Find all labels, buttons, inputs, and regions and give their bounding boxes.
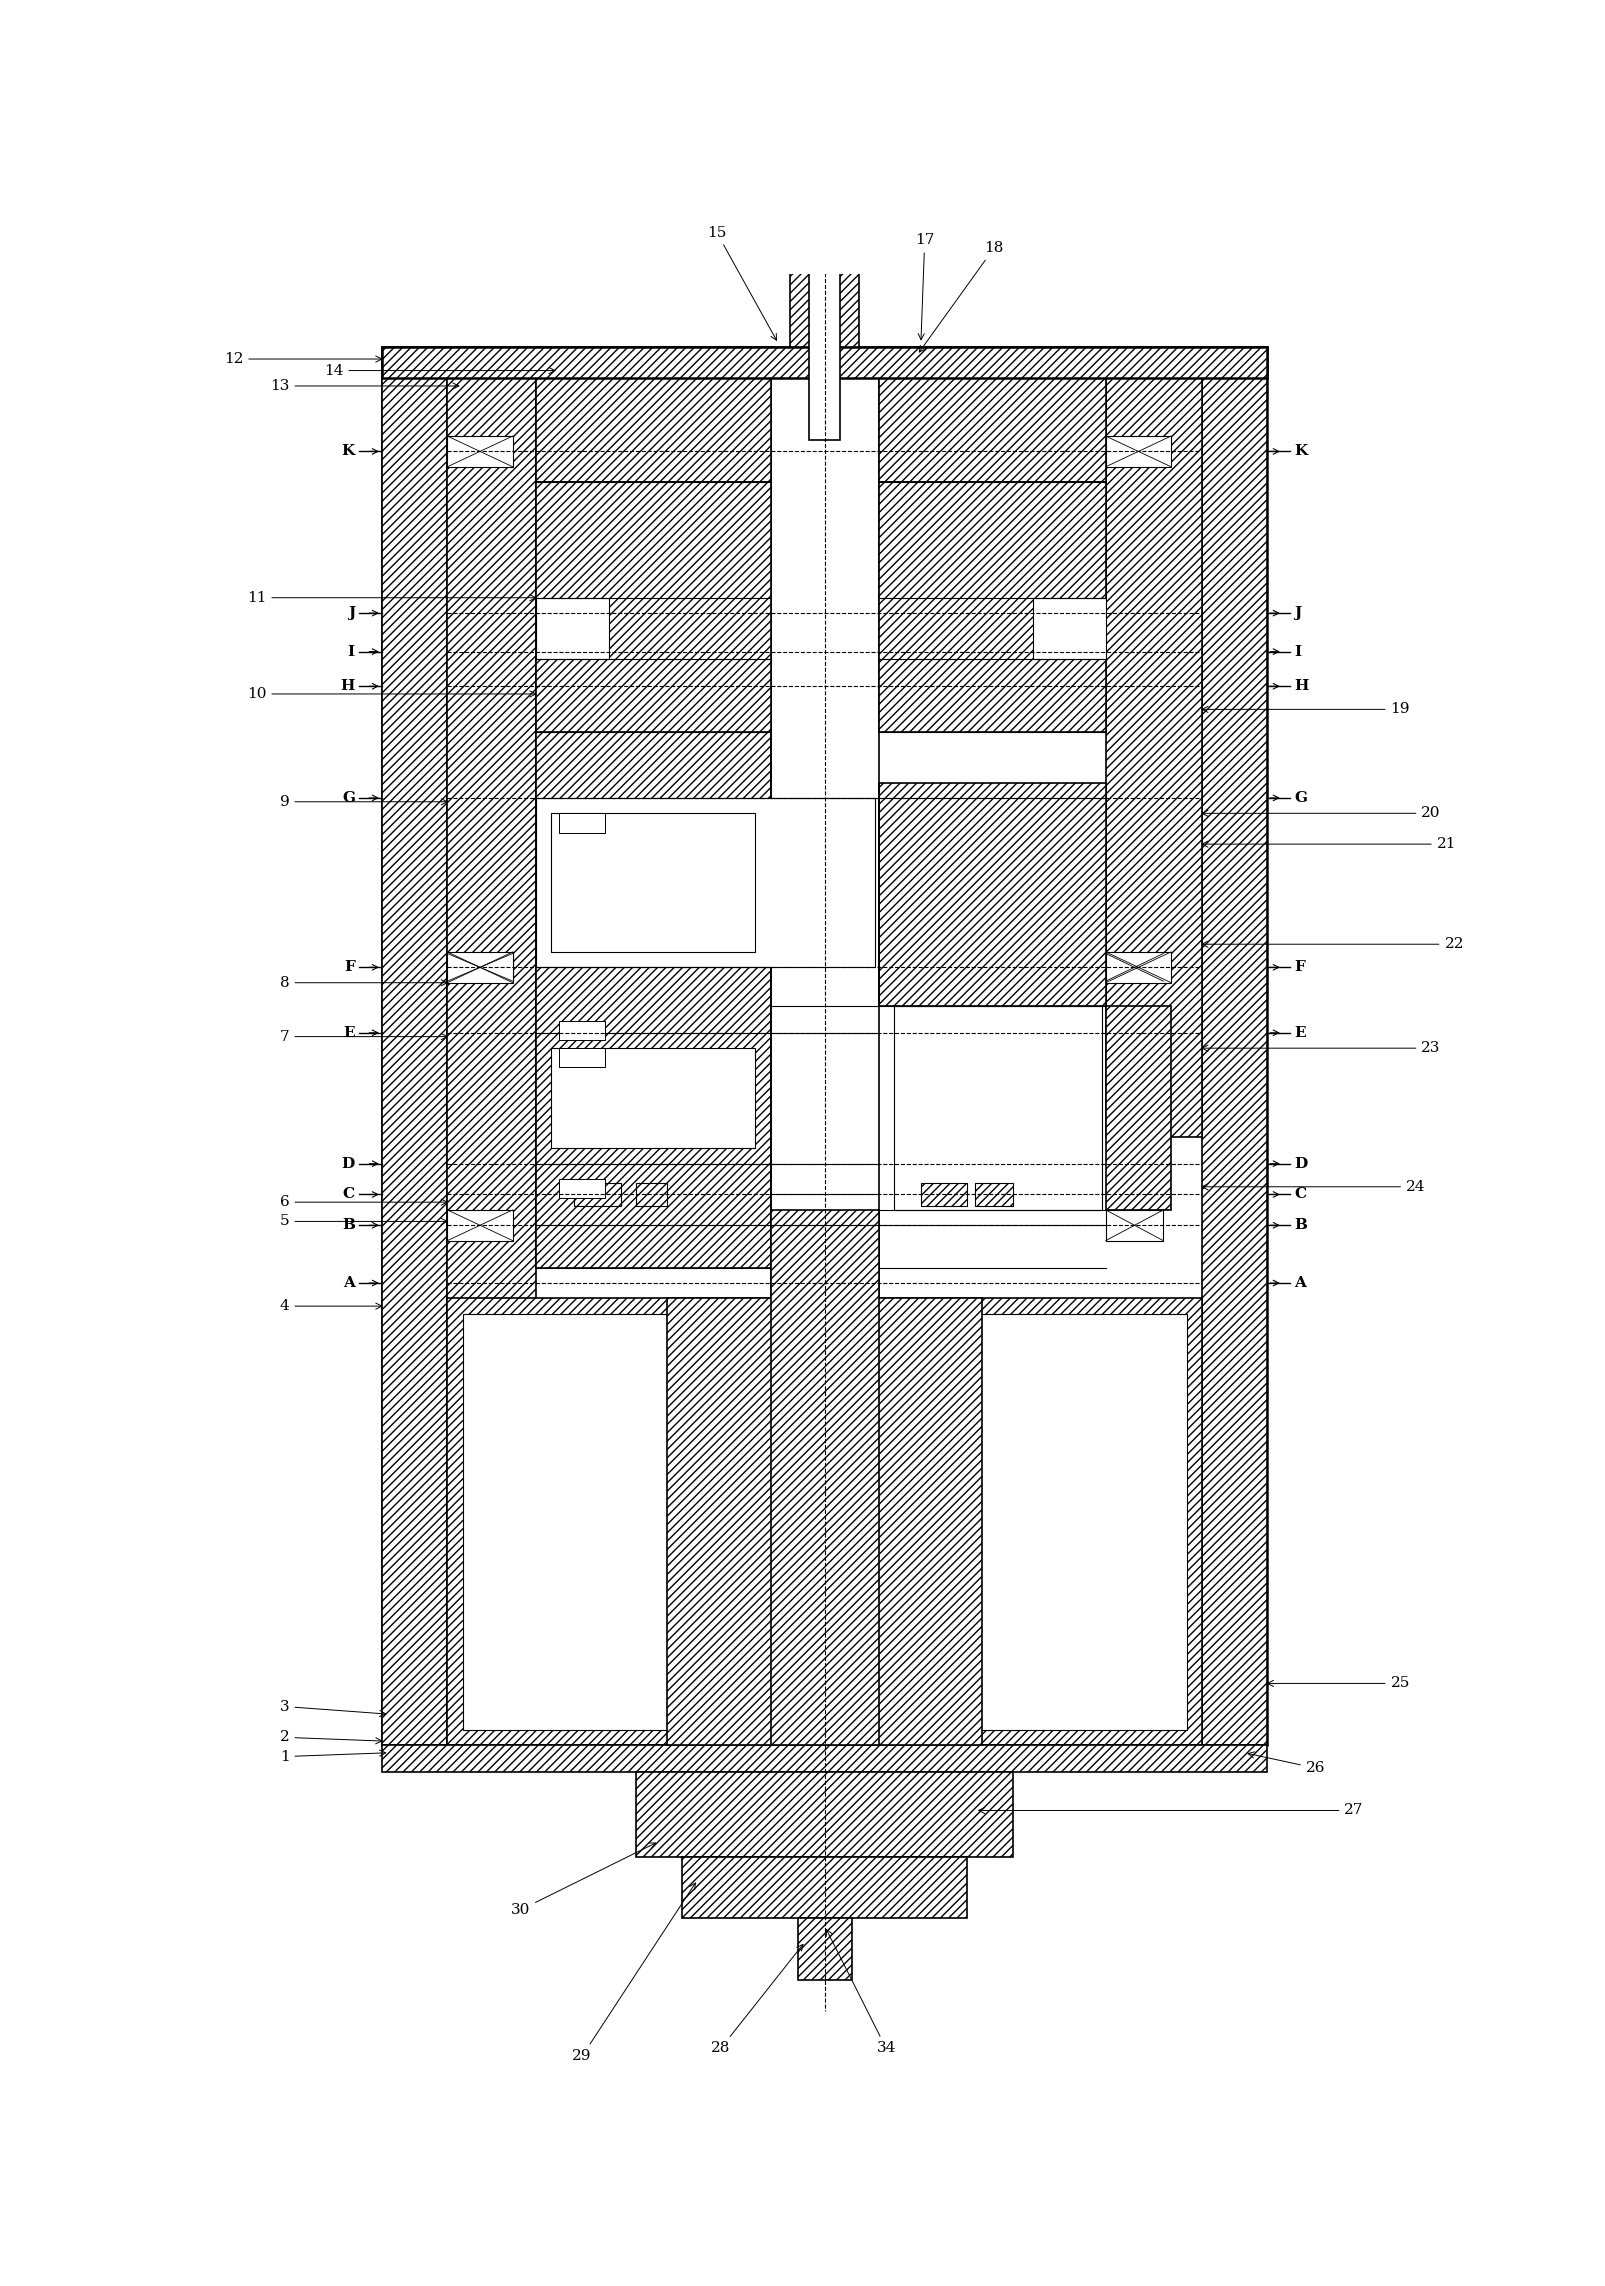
Text: I: I <box>1294 645 1300 658</box>
Bar <box>1104 951 1170 983</box>
Text: C: C <box>342 1186 355 1202</box>
Bar <box>809 224 839 256</box>
Bar <box>682 1856 966 1918</box>
Text: K: K <box>342 443 355 459</box>
Bar <box>878 347 1104 482</box>
Bar <box>1104 347 1201 1136</box>
Bar <box>790 256 859 347</box>
Bar <box>1104 953 1162 981</box>
Bar <box>559 1022 605 1040</box>
Text: K: K <box>1294 443 1306 459</box>
Bar <box>559 1180 605 1198</box>
Text: F: F <box>343 960 355 974</box>
Text: 25: 25 <box>1266 1676 1409 1689</box>
Bar <box>382 347 1266 377</box>
Bar <box>448 347 536 1744</box>
Text: 28: 28 <box>711 1945 802 2055</box>
Bar <box>536 732 770 1269</box>
Text: H: H <box>340 679 355 693</box>
Bar <box>894 1006 1101 1209</box>
Text: D: D <box>1294 1157 1306 1170</box>
Text: 19: 19 <box>1201 702 1409 716</box>
Bar <box>382 347 1266 1744</box>
Text: 2: 2 <box>279 1731 382 1744</box>
Bar <box>974 1182 1013 1207</box>
Text: 13: 13 <box>270 379 459 393</box>
Text: 18: 18 <box>918 240 1003 352</box>
Text: 34: 34 <box>827 1929 896 2055</box>
Text: J: J <box>1294 606 1300 620</box>
Text: H: H <box>1294 679 1308 693</box>
Text: 5: 5 <box>279 1214 448 1228</box>
Text: I: I <box>348 645 355 658</box>
Bar <box>448 437 512 466</box>
Text: C: C <box>1294 1186 1305 1202</box>
Text: 8: 8 <box>279 976 448 990</box>
Text: 23: 23 <box>1201 1040 1440 1056</box>
Text: F: F <box>1294 960 1305 974</box>
Bar <box>878 782 1104 1006</box>
Text: 29: 29 <box>571 1884 695 2064</box>
Bar <box>920 1182 966 1207</box>
Text: 14: 14 <box>324 363 555 377</box>
Text: B: B <box>1294 1218 1306 1232</box>
Bar <box>809 224 839 439</box>
Bar <box>448 951 512 983</box>
Bar <box>536 482 770 732</box>
Bar <box>536 597 608 658</box>
Bar <box>1104 437 1170 466</box>
Text: 4: 4 <box>279 1298 382 1312</box>
Bar <box>636 1182 666 1207</box>
Bar <box>878 482 1104 732</box>
Text: E: E <box>1294 1026 1305 1040</box>
Text: E: E <box>343 1026 355 1040</box>
Text: 12: 12 <box>223 352 382 366</box>
Bar <box>448 1209 512 1241</box>
Text: 21: 21 <box>1201 837 1456 850</box>
Text: 17: 17 <box>915 233 934 341</box>
Text: D: D <box>342 1157 355 1170</box>
Text: 27: 27 <box>977 1804 1363 1817</box>
Text: 10: 10 <box>247 688 536 702</box>
Text: G: G <box>342 791 355 805</box>
Text: A: A <box>1294 1276 1305 1289</box>
Bar <box>1104 1006 1170 1209</box>
Text: 3: 3 <box>279 1698 385 1717</box>
Bar <box>551 1049 754 1148</box>
Text: 22: 22 <box>1201 937 1464 951</box>
Bar <box>382 347 448 1744</box>
Bar <box>559 1049 605 1068</box>
Text: 20: 20 <box>1201 807 1440 821</box>
Bar <box>1201 347 1266 1744</box>
Bar <box>798 1918 851 1980</box>
Bar <box>448 953 512 981</box>
Bar <box>636 1772 1013 1856</box>
Text: 30: 30 <box>510 1843 655 1918</box>
Bar <box>382 1744 1266 1772</box>
Bar <box>536 798 875 967</box>
Text: A: A <box>343 1276 355 1289</box>
Bar <box>551 814 754 951</box>
Text: 1: 1 <box>279 1749 385 1763</box>
Text: G: G <box>1294 791 1306 805</box>
Bar <box>559 814 605 832</box>
Text: 15: 15 <box>706 226 777 341</box>
Bar <box>448 1298 1201 1744</box>
Bar <box>462 1314 1186 1731</box>
Bar <box>536 347 770 482</box>
Text: 9: 9 <box>279 796 448 809</box>
Bar <box>770 1209 878 1744</box>
Text: J: J <box>347 606 355 620</box>
Bar <box>666 1298 982 1744</box>
Text: 24: 24 <box>1201 1180 1425 1193</box>
Text: B: B <box>342 1218 355 1232</box>
Text: 26: 26 <box>1247 1751 1324 1776</box>
Text: 11: 11 <box>247 590 536 606</box>
Bar <box>575 1182 620 1207</box>
Text: 6: 6 <box>279 1196 448 1209</box>
Bar <box>1032 597 1104 658</box>
Bar <box>1104 1209 1162 1241</box>
Text: 7: 7 <box>279 1029 448 1045</box>
